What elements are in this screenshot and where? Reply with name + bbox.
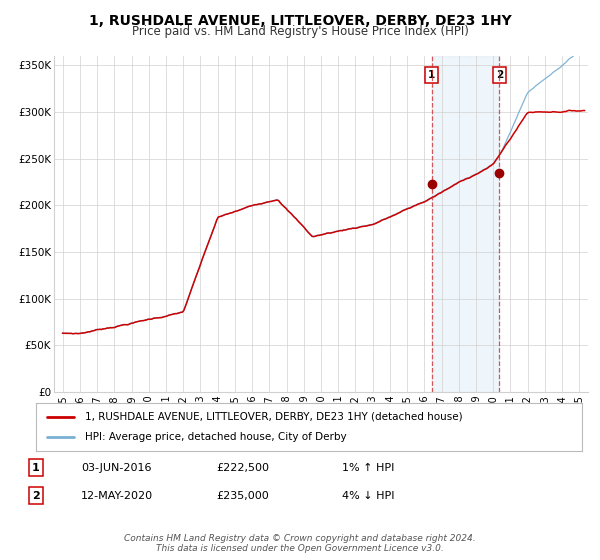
Text: 03-JUN-2016: 03-JUN-2016	[81, 463, 151, 473]
Text: 2: 2	[496, 69, 503, 80]
Text: £222,500: £222,500	[216, 463, 269, 473]
Text: HPI: Average price, detached house, City of Derby: HPI: Average price, detached house, City…	[85, 432, 347, 442]
Text: 1, RUSHDALE AVENUE, LITTLEOVER, DERBY, DE23 1HY: 1, RUSHDALE AVENUE, LITTLEOVER, DERBY, D…	[89, 14, 511, 28]
Bar	[431, 56, 499, 392]
Text: 1: 1	[428, 69, 435, 80]
Text: Contains HM Land Registry data © Crown copyright and database right 2024.
This d: Contains HM Land Registry data © Crown c…	[124, 534, 476, 553]
Text: 2: 2	[32, 491, 40, 501]
Text: Price paid vs. HM Land Registry's House Price Index (HPI): Price paid vs. HM Land Registry's House …	[131, 25, 469, 38]
Text: 12-MAY-2020: 12-MAY-2020	[81, 491, 153, 501]
Text: 4% ↓ HPI: 4% ↓ HPI	[342, 491, 395, 501]
Text: 1% ↑ HPI: 1% ↑ HPI	[342, 463, 394, 473]
Text: £235,000: £235,000	[216, 491, 269, 501]
Text: 1: 1	[32, 463, 40, 473]
Text: 1, RUSHDALE AVENUE, LITTLEOVER, DERBY, DE23 1HY (detached house): 1, RUSHDALE AVENUE, LITTLEOVER, DERBY, D…	[85, 412, 463, 422]
